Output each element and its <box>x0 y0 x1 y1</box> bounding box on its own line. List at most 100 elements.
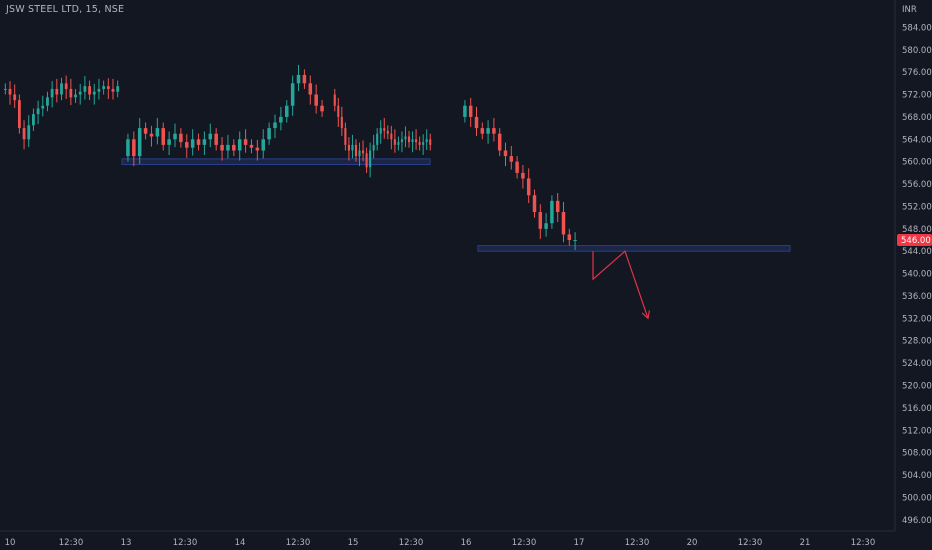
candle <box>386 125 389 140</box>
candle <box>509 146 514 170</box>
time-axis[interactable]: 10 12:30 13 12:30 14 12:30 15 12:30 16 12:30 17 12:… <box>5 538 876 548</box>
candle <box>538 204 543 239</box>
candle <box>232 139 236 157</box>
currency-label: INR <box>902 5 917 15</box>
time-tick-label: 12:30 <box>625 538 650 548</box>
candle <box>397 136 400 151</box>
price-tick-label: 560.00 <box>902 158 932 168</box>
candle <box>320 100 324 117</box>
candle <box>379 120 382 144</box>
candle <box>347 137 350 161</box>
candle <box>561 201 566 243</box>
candle <box>383 118 386 139</box>
candle <box>273 114 277 139</box>
candle <box>429 133 432 151</box>
time-tick-label: 12:30 <box>851 538 876 548</box>
price-tick-label: 508.00 <box>902 449 932 459</box>
candle <box>261 129 265 159</box>
time-tick-label: 17 <box>574 538 585 548</box>
candle <box>532 189 537 218</box>
candle <box>116 80 120 98</box>
candle <box>69 78 73 106</box>
candle <box>463 100 467 123</box>
candle <box>521 165 525 189</box>
candle <box>143 122 148 140</box>
candle <box>243 129 248 153</box>
candle <box>390 125 393 150</box>
price-tick-label: 504.00 <box>902 471 932 481</box>
candle <box>55 78 59 103</box>
candle <box>102 80 106 95</box>
projection-line[interactable] <box>592 250 649 319</box>
symbol-title[interactable]: JSW STEEL LTD, 15, NSE <box>6 4 125 15</box>
candle <box>214 128 218 151</box>
price-tick-label: 500.00 <box>902 493 932 503</box>
candle <box>126 133 130 162</box>
candle <box>544 213 548 237</box>
price-tick-label: 536.00 <box>902 292 932 302</box>
candle <box>74 88 77 103</box>
candle <box>474 106 479 136</box>
time-tick-label: 21 <box>800 538 811 548</box>
candle <box>425 129 428 150</box>
candle <box>196 133 201 151</box>
time-tick-label: 13 <box>121 538 132 548</box>
price-tick-label: 540.00 <box>902 270 932 280</box>
time-tick-label: 15 <box>348 538 359 548</box>
candle <box>185 134 189 158</box>
candle <box>179 128 183 148</box>
candle <box>32 108 35 131</box>
price-tick-label: 544.00 <box>902 247 932 257</box>
candle <box>344 122 347 151</box>
candle <box>149 125 154 147</box>
candle <box>111 78 115 100</box>
candle <box>515 156 519 179</box>
candle <box>411 131 414 153</box>
candle <box>418 136 421 151</box>
candle <box>361 140 365 162</box>
candle <box>161 122 165 151</box>
candle <box>372 134 375 159</box>
candle <box>340 106 343 136</box>
price-tick-label: 516.00 <box>902 404 932 414</box>
price-tick-label: 524.00 <box>902 359 932 369</box>
candle <box>173 123 177 148</box>
candle <box>97 78 101 100</box>
candle <box>255 139 260 161</box>
candle <box>308 75 313 105</box>
support-zones[interactable] <box>121 158 791 252</box>
candle <box>226 134 230 159</box>
candle <box>208 123 213 148</box>
time-tick-label: 12:30 <box>738 538 763 548</box>
projection-arrow[interactable] <box>592 250 650 320</box>
candle <box>296 64 301 92</box>
price-tick-label: 568.00 <box>902 113 932 123</box>
candle <box>468 97 473 127</box>
candle <box>400 131 404 153</box>
candle <box>407 130 411 148</box>
candle <box>132 131 136 167</box>
candle <box>78 83 82 105</box>
candle <box>369 142 372 178</box>
price-axis[interactable]: 496.00 500.00 504.00 508.00 512.00 516.00 520.… <box>902 23 932 525</box>
candle <box>415 129 418 150</box>
time-tick-label: 12:30 <box>173 538 198 548</box>
candle <box>503 142 508 167</box>
candle <box>480 122 485 140</box>
time-tick-label: 12:30 <box>399 538 424 548</box>
candle <box>351 134 354 159</box>
candle <box>64 75 68 100</box>
price-tick-label: 552.00 <box>902 202 932 212</box>
candle <box>573 232 577 251</box>
candle <box>486 120 490 144</box>
candle <box>555 193 560 223</box>
price-tick-label: 532.00 <box>902 314 932 324</box>
support-zone[interactable] <box>477 245 791 252</box>
price-tick-label: 572.00 <box>902 91 932 101</box>
candle <box>290 75 295 116</box>
support-zone[interactable] <box>121 158 431 165</box>
candle <box>249 139 254 154</box>
candle <box>337 97 340 127</box>
candle <box>550 195 554 229</box>
